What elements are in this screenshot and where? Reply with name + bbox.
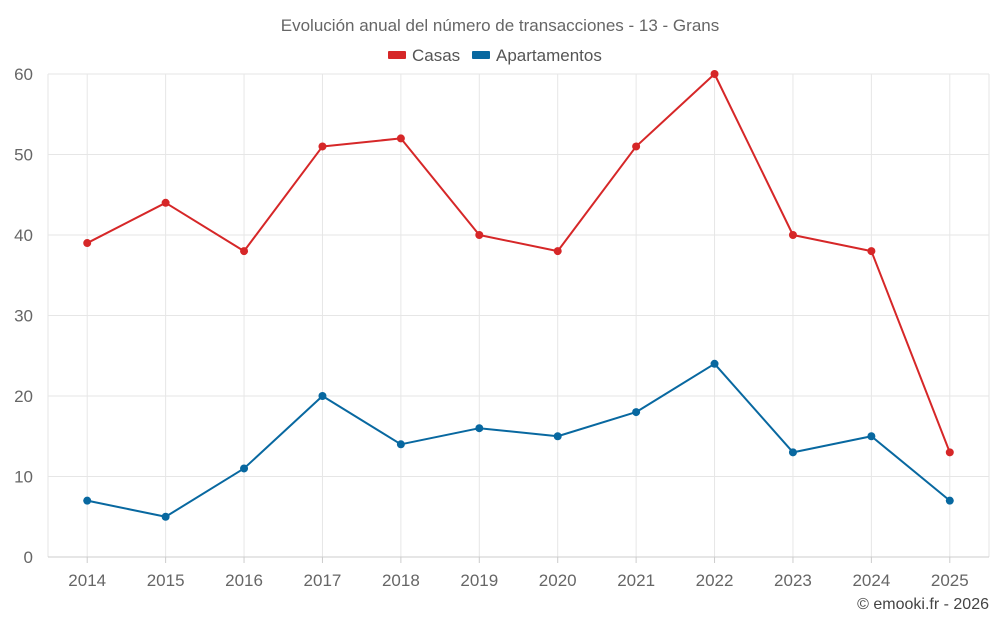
legend-item-apartamentos[interactable]: Apartamentos xyxy=(472,46,602,65)
x-tick-label: 2025 xyxy=(931,571,969,590)
data-point-apartamentos[interactable] xyxy=(240,464,249,473)
legend-label-casas: Casas xyxy=(412,46,460,65)
data-point-apartamentos[interactable] xyxy=(788,448,797,457)
x-tick-label: 2019 xyxy=(460,571,498,590)
data-point-apartamentos[interactable] xyxy=(553,432,562,441)
data-point-casas[interactable] xyxy=(710,70,719,78)
data-point-casas[interactable] xyxy=(867,247,876,256)
chart-title: Evolución anual del número de transaccio… xyxy=(281,16,719,35)
x-tick-label: 2015 xyxy=(147,571,185,590)
data-point-apartamentos[interactable] xyxy=(396,440,405,449)
y-tick-label: 20 xyxy=(14,387,33,406)
legend: Casas Apartamentos xyxy=(388,46,602,65)
data-point-casas[interactable] xyxy=(161,198,170,207)
x-tick-label: 2022 xyxy=(696,571,734,590)
data-point-casas[interactable] xyxy=(475,231,484,239)
legend-item-casas[interactable]: Casas xyxy=(388,46,460,65)
y-tick-label: 60 xyxy=(14,65,33,84)
y-tick-label: 30 xyxy=(14,307,33,326)
x-tick-label: 2014 xyxy=(68,571,106,590)
legend-swatch-apartamentos xyxy=(472,51,490,59)
data-point-casas[interactable] xyxy=(788,231,797,239)
axes: 0 10 20 30 40 50 60 2014 2015 2016 2017 2018 2019 202… xyxy=(14,65,990,590)
grid xyxy=(48,73,989,557)
y-tick-label: 0 xyxy=(24,548,33,567)
data-point-apartamentos[interactable] xyxy=(632,408,641,417)
data-point-casas[interactable] xyxy=(318,142,327,151)
data-point-apartamentos[interactable] xyxy=(318,392,327,400)
data-point-apartamentos[interactable] xyxy=(475,424,484,433)
series xyxy=(83,70,954,521)
data-point-apartamentos[interactable] xyxy=(867,432,876,441)
data-point-casas[interactable] xyxy=(240,247,249,256)
y-tick-label: 40 xyxy=(14,226,33,245)
data-point-apartamentos[interactable] xyxy=(945,496,954,505)
legend-swatch-casas xyxy=(388,51,406,59)
x-tick-label: 2024 xyxy=(852,571,890,590)
x-tick-label: 2021 xyxy=(617,571,655,590)
y-tick-label: 10 xyxy=(14,468,33,487)
data-point-apartamentos[interactable] xyxy=(161,512,170,521)
x-tick-label: 2016 xyxy=(225,571,263,590)
data-point-casas[interactable] xyxy=(632,142,641,151)
data-point-apartamentos[interactable] xyxy=(710,359,719,368)
data-point-casas[interactable] xyxy=(396,134,405,143)
series-line-apartamentos xyxy=(86,362,951,518)
y-tick-label: 50 xyxy=(14,146,33,165)
x-tick-label: 2020 xyxy=(539,571,577,590)
data-point-casas[interactable] xyxy=(553,247,562,256)
x-tick-label: 2017 xyxy=(304,571,342,590)
data-point-casas[interactable] xyxy=(945,448,954,457)
data-point-casas[interactable] xyxy=(83,239,92,248)
series-line-casas xyxy=(86,73,951,454)
legend-label-apartamentos: Apartamentos xyxy=(496,46,602,65)
x-tick-label: 2018 xyxy=(382,571,420,590)
x-tick-label: 2023 xyxy=(774,571,812,590)
credit-text: © emooki.fr - 2026 xyxy=(857,596,989,613)
data-point-apartamentos[interactable] xyxy=(83,496,92,505)
